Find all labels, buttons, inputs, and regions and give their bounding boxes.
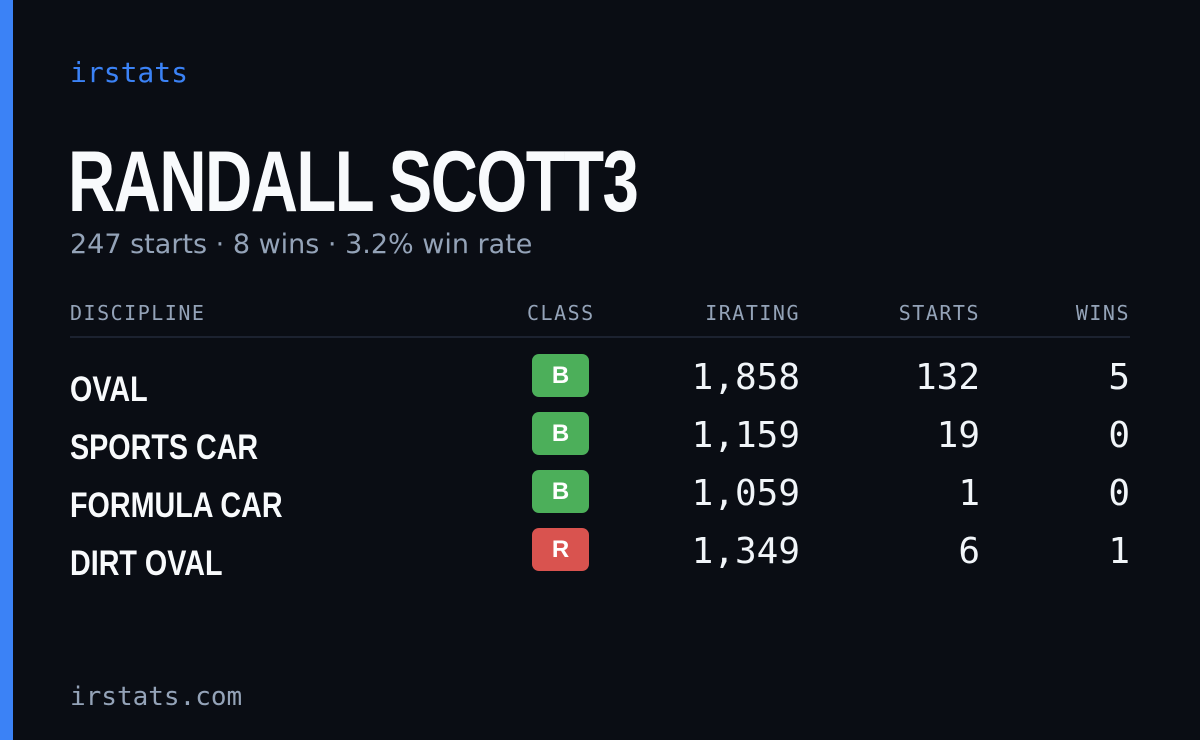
footer-domain: irstats.com [70,682,243,712]
discipline-name: DIRT OVAL [70,544,223,583]
header-class: CLASS [527,301,595,325]
header-starts: STARTS [898,301,980,325]
header-discipline: DISCIPLINE [70,301,206,325]
discipline-name: SPORTS CAR [70,428,259,467]
discipline-name: FORMULA CAR [70,486,283,525]
header-wins: WINS [1075,301,1130,325]
wins-value: 0 [1108,415,1130,456]
starts-value: 132 [914,357,980,398]
irating-value: 1,858 [691,357,800,398]
table-row: DIRT OVAL R 1,349 6 1 [70,528,1130,586]
starts-value: 1 [958,473,980,514]
class-badge: B [532,354,589,397]
accent-bar [0,0,13,740]
header-irating: IRATING [705,301,800,325]
brand-logo: irstats [70,56,189,89]
wins-value: 0 [1108,473,1130,514]
table-row: OVAL B 1,858 132 5 [70,354,1130,412]
class-badge: B [532,470,589,513]
wins-value: 5 [1108,357,1130,398]
driver-summary: 247 starts · 8 wins · 3.2% win rate [70,229,533,260]
table-header: DISCIPLINE CLASS IRATING STARTS WINS [70,296,1130,338]
starts-value: 19 [936,415,980,456]
irating-value: 1,349 [691,531,800,572]
class-badge: B [532,412,589,455]
class-badge: R [532,528,589,571]
driver-name: RANDALL SCOTT3 [68,134,639,230]
discipline-name: OVAL [70,370,148,409]
table-row: SPORTS CAR B 1,159 19 0 [70,412,1130,470]
irating-value: 1,159 [691,415,800,456]
irating-value: 1,059 [691,473,800,514]
wins-value: 1 [1108,531,1130,572]
starts-value: 6 [958,531,980,572]
table-row: FORMULA CAR B 1,059 1 0 [70,470,1130,528]
stats-table: DISCIPLINE CLASS IRATING STARTS WINS OVA… [70,296,1130,586]
